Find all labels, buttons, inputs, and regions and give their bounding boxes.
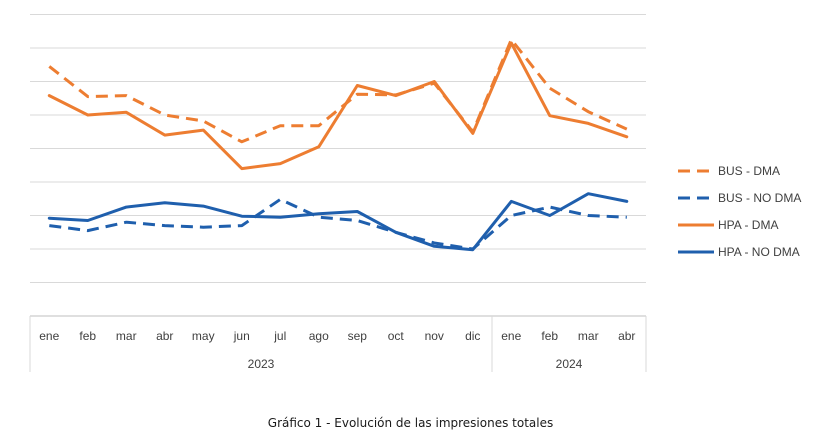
- series-line: [48, 38, 628, 144]
- x-tick-label: sep: [348, 329, 368, 343]
- series-line: [49, 197, 627, 251]
- x-tick-label: feb: [79, 329, 96, 343]
- legend-label: BUS - NO DMA: [718, 191, 801, 205]
- x-axis: ene feb mar abr may jun jul ago sep oct nov dic ene f…: [29, 316, 647, 372]
- x-tick-label: feb: [541, 329, 558, 343]
- x-tick-label: dic: [465, 329, 480, 343]
- legend-label: HPA - NO DMA: [718, 245, 800, 259]
- series-line: [47, 41, 629, 171]
- x-tick-label: jun: [233, 329, 250, 343]
- x-tick-label: abr: [618, 329, 635, 343]
- x-tick-label: nov: [425, 329, 444, 343]
- year-label: 2024: [556, 357, 583, 371]
- chart-caption: Gráfico 1 - Evolución de las impresiones…: [267, 416, 554, 430]
- x-tick-label: oct: [388, 329, 405, 343]
- legend-label: HPA - DMA: [718, 218, 778, 232]
- year-label: 2023: [248, 357, 275, 371]
- x-tick-label: mar: [578, 329, 599, 343]
- x-tick-label: jul: [273, 329, 286, 343]
- x-tick-label: mar: [116, 329, 137, 343]
- x-tick-label: ago: [309, 329, 329, 343]
- x-tick-label: may: [192, 329, 215, 343]
- gridlines: [30, 14, 646, 317]
- series-line: [47, 192, 629, 252]
- x-tick-label: ene: [501, 329, 521, 343]
- legend: BUS - DMA BUS - NO DMA HPA - DMA HPA - NO D…: [678, 164, 801, 259]
- legend-label: BUS - DMA: [718, 164, 780, 178]
- x-tick-label: ene: [39, 329, 59, 343]
- x-tick-label: abr: [156, 329, 173, 343]
- series-lines: [47, 38, 629, 252]
